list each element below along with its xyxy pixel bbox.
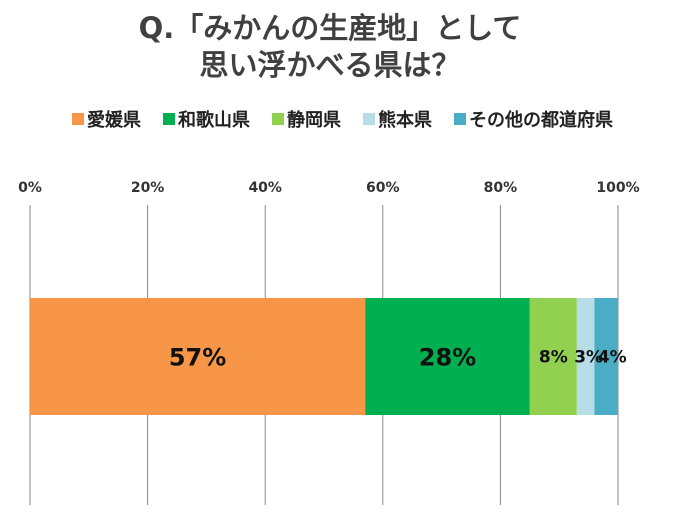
legend: 愛媛県 和歌山県 静岡県 熊本県 その他の都道府県 — [0, 106, 685, 132]
bar-segment — [529, 298, 577, 415]
x-tick-label: 60% — [366, 180, 400, 196]
data-label: 8% — [539, 348, 568, 368]
legend-item: その他の都道府県 — [454, 106, 613, 132]
x-tick-label: 0% — [18, 180, 42, 196]
x-tick-label: 20% — [131, 180, 165, 196]
legend-item: 和歌山県 — [163, 106, 250, 132]
data-label: 28% — [419, 344, 476, 372]
bar-segment — [594, 298, 618, 415]
bar-segment — [365, 298, 530, 415]
legend-swatch — [72, 113, 84, 125]
x-tick-label: 80% — [484, 180, 518, 196]
chart-title-line-2: 思い浮かべる県は？ — [199, 48, 461, 82]
legend-item: 熊本県 — [363, 106, 432, 132]
legend-swatch — [363, 113, 375, 125]
legend-label: 静岡県 — [287, 110, 341, 131]
bar-segment — [576, 298, 595, 415]
x-tick-label: 40% — [248, 180, 282, 196]
chart-title-line-1: Q.「みかんの生産地」として — [138, 11, 522, 45]
legend-swatch — [163, 113, 175, 125]
data-label: 4% — [598, 348, 627, 368]
legend-swatch — [272, 113, 284, 125]
legend-swatch — [454, 113, 466, 125]
data-label: 57% — [169, 344, 226, 372]
legend-label: その他の都道府県 — [469, 110, 613, 131]
legend-item: 静岡県 — [272, 106, 341, 132]
legend-label: 愛媛県 — [87, 110, 141, 131]
bar-segment — [30, 298, 366, 415]
legend-item: 愛媛県 — [72, 106, 141, 132]
legend-label: 和歌山県 — [178, 110, 250, 131]
data-label: 3% — [574, 348, 603, 368]
x-tick-label: 100% — [596, 180, 639, 196]
legend-label: 熊本県 — [378, 110, 432, 131]
